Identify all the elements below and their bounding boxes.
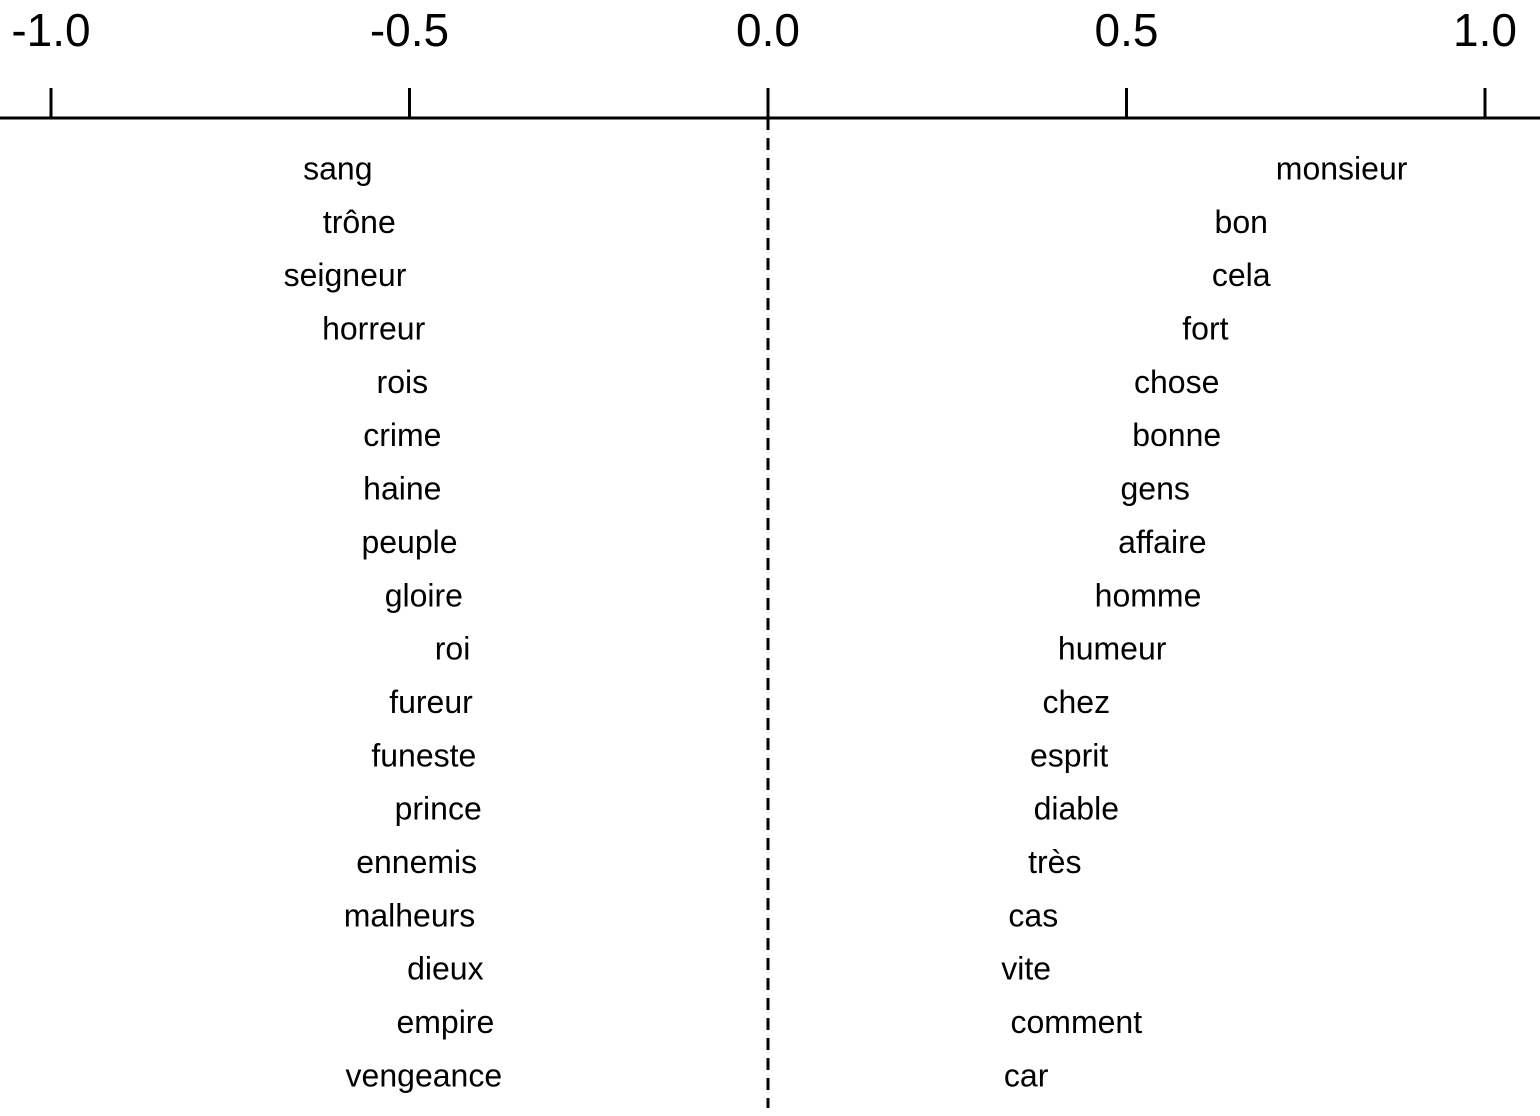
- word-label: cela: [1212, 257, 1271, 293]
- top-axis: -1.0 -0.5 0.0 0.5 1.0: [0, 4, 1540, 120]
- word-label: cas: [1008, 897, 1058, 933]
- x-tick-label: 0.5: [1095, 4, 1159, 56]
- word-label: comment: [1011, 1004, 1143, 1040]
- word-label: trône: [323, 204, 396, 240]
- x-tick-label: 0.0: [736, 4, 800, 56]
- word-label: bonne: [1132, 417, 1221, 453]
- word-label: gloire: [385, 577, 463, 613]
- x-tick-label: -0.5: [370, 4, 449, 56]
- word-label: chose: [1134, 364, 1219, 400]
- word-label: homme: [1095, 577, 1202, 613]
- word-label: rois: [377, 364, 429, 400]
- word-label: gens: [1120, 471, 1189, 507]
- word-label: diable: [1034, 791, 1119, 827]
- word-labels: sang trône seigneur horreur rois crime haine pe…: [284, 150, 1408, 1093]
- word-label: haine: [363, 471, 441, 507]
- word-label: empire: [396, 1004, 494, 1040]
- word-label: prince: [395, 791, 482, 827]
- word-label: très: [1028, 844, 1081, 880]
- word-label: affaire: [1118, 524, 1206, 560]
- word-label: dieux: [407, 951, 484, 987]
- word-label: seigneur: [284, 257, 407, 293]
- word-label: fureur: [389, 684, 473, 720]
- word-label: peuple: [361, 524, 457, 560]
- word-label: car: [1004, 1057, 1049, 1093]
- word-label: bon: [1215, 204, 1268, 240]
- word-label: sang: [303, 150, 372, 186]
- word-label: crime: [363, 417, 441, 453]
- word-label: roi: [435, 631, 471, 667]
- x-tick-label: 1.0: [1453, 4, 1517, 56]
- word-label: malheurs: [344, 897, 476, 933]
- word-label: humeur: [1058, 631, 1167, 667]
- word-label: monsieur: [1276, 150, 1408, 186]
- word-label: funeste: [371, 737, 476, 773]
- word-label: fort: [1182, 311, 1228, 347]
- word-label: horreur: [322, 311, 426, 347]
- word-label: esprit: [1030, 737, 1108, 773]
- word-label: vengeance: [346, 1057, 503, 1093]
- x-tick-label: -1.0: [11, 4, 90, 56]
- word-label: vite: [1001, 951, 1051, 987]
- word-label: chez: [1043, 684, 1111, 720]
- word-label: ennemis: [356, 844, 477, 880]
